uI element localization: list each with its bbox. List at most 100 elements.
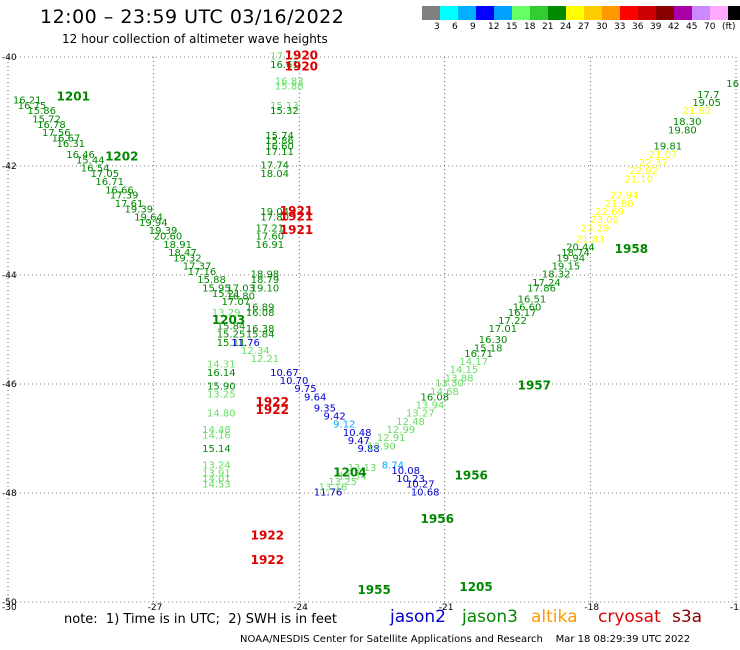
wave-height-value: 9.12 (333, 420, 355, 431)
wave-height-value: 9.64 (304, 392, 326, 403)
wave-height-value: 17.11 (265, 147, 294, 158)
lat-label: -48 (2, 489, 17, 499)
wave-height-value: 15.32 (270, 106, 299, 117)
lon-label: -27 (148, 603, 163, 610)
legend-tick: 24 (560, 22, 572, 32)
wave-height-value: 14.48 (202, 425, 231, 436)
map-axes: -40 -42 -44 -46 -48 -50-30 -27 -24 -21 -18 -15 (2, 53, 740, 610)
wave-height-value: 13.16 (319, 482, 348, 493)
legend-swatch (674, 6, 692, 20)
wave-height-value: 22.94 (610, 191, 639, 202)
wave-height-value: 18.74 (561, 248, 590, 259)
wave-height-value: 13.94 (416, 401, 445, 412)
wave-height-value: 10.68 (411, 488, 440, 499)
legend-swatch (584, 6, 602, 20)
wave-height-value: 15.74 (265, 131, 294, 142)
wave-height-value: 19.39 (124, 204, 153, 215)
legend-tick: 39 (650, 22, 662, 32)
wave-height-value: 16.08 (421, 392, 450, 403)
legend-swatch (566, 6, 584, 20)
track-label: 1922 (256, 403, 289, 417)
wave-height-value: 10.67 (270, 368, 299, 379)
legend-tick: 42 (668, 22, 680, 32)
wave-height-value: 16.54 (81, 163, 110, 174)
wave-height-value: 17.80 (260, 213, 289, 224)
wave-height-value: 16.71 (95, 177, 124, 188)
lon-label: -24 (293, 603, 308, 610)
wave-height-value: 19.94 (556, 253, 585, 264)
wave-height-value: 22.92 (629, 166, 658, 177)
wave-height-value: 14.31 (207, 360, 236, 371)
legend-swatch (728, 6, 740, 20)
wave-height-value: 16.08 (246, 308, 275, 319)
track-label: 1956 (455, 468, 488, 482)
wave-height-value: 15.13 (270, 101, 299, 112)
wave-height-value: 18.79 (251, 275, 280, 286)
wave-height-value: 17.39 (110, 191, 139, 202)
wave-height-value: 14.16 (202, 431, 231, 442)
wave-height-value: 21.07 (649, 150, 678, 161)
wave-height-value: 13.91 (202, 469, 231, 480)
lat-label: -50 (2, 598, 17, 608)
wave-height-value: 14.01 (202, 474, 231, 485)
wave-height-value: 10.08 (391, 466, 420, 477)
wave-height-value: 19.15 (552, 262, 581, 273)
page-subtitle: 12 hour collection of altimeter wave hei… (62, 32, 328, 46)
wave-height-value: 17.24 (532, 278, 561, 289)
wave-height-value: 13.88 (445, 373, 474, 384)
map-grid (7, 56, 737, 603)
legend-swatch (638, 6, 656, 20)
legend-swatch (476, 6, 494, 20)
legend-tick: 45 (686, 22, 698, 32)
satellite-s3a: s3a (672, 607, 703, 627)
wave-height-value: 21.83 (576, 234, 605, 245)
track-label: 1922 (256, 395, 289, 409)
track-labels: 1201 1202 1203 1204 1205 1955 1956 1956 1957 1958… (57, 49, 649, 597)
legend-tick: 18 (524, 22, 536, 32)
wave-height-value: 10.70 (280, 376, 309, 387)
wave-height-value: 16.66 (105, 185, 134, 196)
lat-label: -46 (2, 380, 17, 390)
legend-swatch (656, 6, 674, 20)
track-label: 1955 (357, 583, 390, 597)
legend-unit: (ft) (722, 22, 736, 32)
wave-height-value: 15.14 (202, 444, 231, 455)
wave-height-value: 16.60 (265, 142, 294, 153)
wave-height-value: 15.18 (474, 343, 503, 354)
wave-height-value: 15.86 (265, 136, 294, 147)
track-label: 1921 (280, 204, 313, 218)
wave-height-value: 16.17 (508, 308, 537, 319)
wave-height-value: 9.88 (357, 444, 379, 455)
legend-swatch (440, 6, 458, 20)
track-label: 1202 (105, 150, 138, 164)
page-title: 12:00 – 23:59 UTC 03/16/2022 (40, 6, 345, 28)
wave-height-value: 15.44 (76, 155, 105, 166)
wave-height-value: 12.99 (387, 425, 416, 436)
wave-height-value: 19.80 (668, 125, 697, 136)
wave-height-value: 19.39 (149, 226, 178, 237)
legend-swatch (620, 6, 638, 20)
wave-height-value: 15.88 (275, 82, 304, 93)
legend-tick: 27 (578, 22, 590, 32)
wave-height-value: 23.00 (590, 215, 619, 226)
wave-height-value: 17.22 (498, 316, 527, 327)
wave-height-value: 14.68 (430, 387, 459, 398)
track-label: 1203 (212, 313, 245, 327)
wave-height-value: 17.86 (527, 283, 556, 294)
legend-swatch (512, 6, 530, 20)
wave-height-value: 16.30 (479, 335, 508, 346)
legend-swatch (494, 6, 512, 20)
lon-label: -21 (439, 603, 454, 610)
wave-height-value: 16.60 (513, 302, 542, 313)
legend-tick: 30 (596, 22, 608, 32)
track-label: 1921 (280, 223, 313, 237)
track-label: 1957 (518, 378, 551, 392)
wave-height-value: 17.61 (115, 199, 144, 210)
wave-height-value: 14.15 (450, 365, 479, 376)
wave-height-value: 17.11 (270, 52, 299, 63)
satellite-jason3: jason3 (462, 607, 518, 627)
wave-height-value: 15.95 (202, 283, 231, 294)
wave-height-value: 15.11 (217, 338, 246, 349)
track-label: 1921 (280, 210, 313, 224)
wave-height-value: 19.32 (173, 253, 202, 264)
